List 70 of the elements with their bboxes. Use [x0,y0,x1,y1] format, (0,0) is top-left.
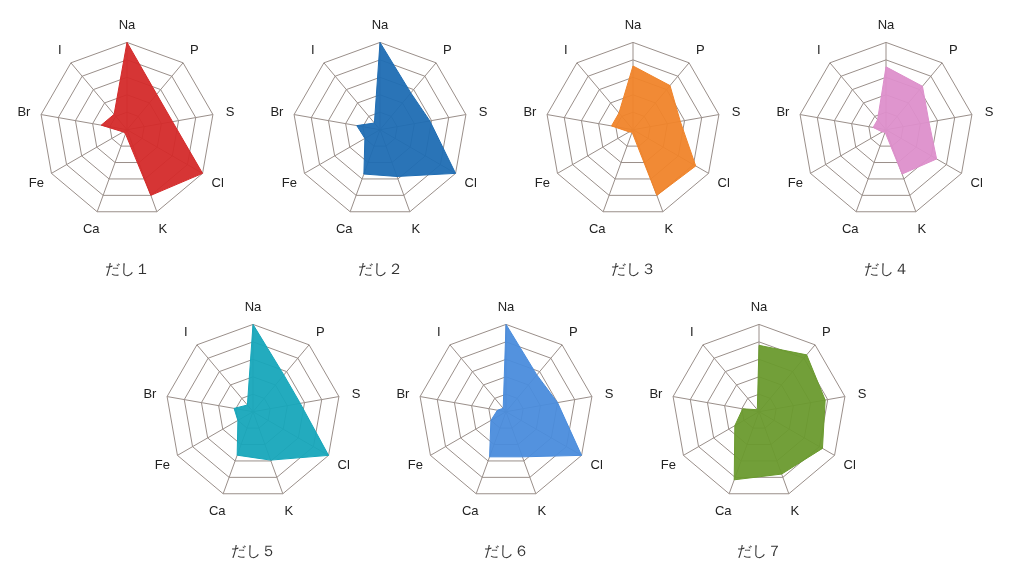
spoke-label: K [158,220,168,236]
spoke-label: Fe [281,174,297,190]
spoke-label: S [984,104,994,120]
spoke-label: Cl [717,174,730,190]
spoke-label: P [189,41,199,57]
spoke-label: Ca [208,502,227,518]
spoke-label: I [816,41,821,57]
spoke-label: P [821,323,831,339]
spoke-label: K [790,502,800,518]
spoke-label: I [563,41,568,57]
spoke-label: Ca [588,220,607,236]
spoke-label: K [537,502,547,518]
spoke-label: I [57,41,62,57]
spoke-label: K [917,220,927,236]
text: だし６ [483,542,529,561]
spoke-label: S [351,386,361,402]
spoke-label: Ca [82,220,101,236]
spoke-label: P [568,323,578,339]
spoke-label: Br [270,104,285,120]
spoke-label: S [225,104,235,120]
spoke-label: Fe [660,456,676,472]
spoke-label: Na [877,17,896,33]
spoke-label: P [315,323,325,339]
spoke-label: Fe [534,174,550,190]
spoke-label: P [948,41,958,57]
spoke-label: Na [750,299,769,315]
text: だし１ [104,260,150,279]
spoke-label: Fe [154,456,170,472]
spoke-label: I [689,323,694,339]
spoke-label: Cl [211,174,224,190]
spoke-label: Na [624,17,643,33]
spoke-label: S [604,386,614,402]
spoke-label: S [857,386,867,402]
text: だし４ [863,260,909,279]
text: だし２ [357,260,403,279]
spoke-label: Fe [407,456,423,472]
spoke-label: Na [118,17,137,33]
spoke-label: Br [649,386,664,402]
spoke-label: Na [244,299,263,315]
text: だし７ [736,542,782,561]
spoke-label: I [436,323,441,339]
spoke-label: K [284,502,294,518]
spoke-label: Na [371,17,390,33]
spoke-label: Ca [714,502,733,518]
text: だし３ [610,260,656,279]
spoke-label: K [411,220,421,236]
spoke-label: Ca [461,502,480,518]
spoke-label: Fe [28,174,44,190]
spoke-label: Cl [337,456,350,472]
spoke-label: Fe [787,174,803,190]
text: だし５ [230,542,276,561]
spoke-label: Cl [464,174,477,190]
spoke-label: Na [497,299,516,315]
spoke-label: Cl [970,174,983,190]
spoke-label: Cl [590,456,603,472]
spoke-label: K [664,220,674,236]
spoke-label: I [310,41,315,57]
spoke-label: Ca [841,220,860,236]
spoke-label: Br [523,104,538,120]
spoke-label: S [478,104,488,120]
spoke-label: Br [776,104,791,120]
spoke-label: P [442,41,452,57]
spoke-label: Ca [335,220,354,236]
spoke-label: Cl [843,456,856,472]
spoke-label: I [183,323,188,339]
spoke-label: P [695,41,705,57]
spoke-label: Br [143,386,158,402]
spoke-label: Br [17,104,32,120]
spoke-label: Br [396,386,411,402]
spoke-label: S [731,104,741,120]
